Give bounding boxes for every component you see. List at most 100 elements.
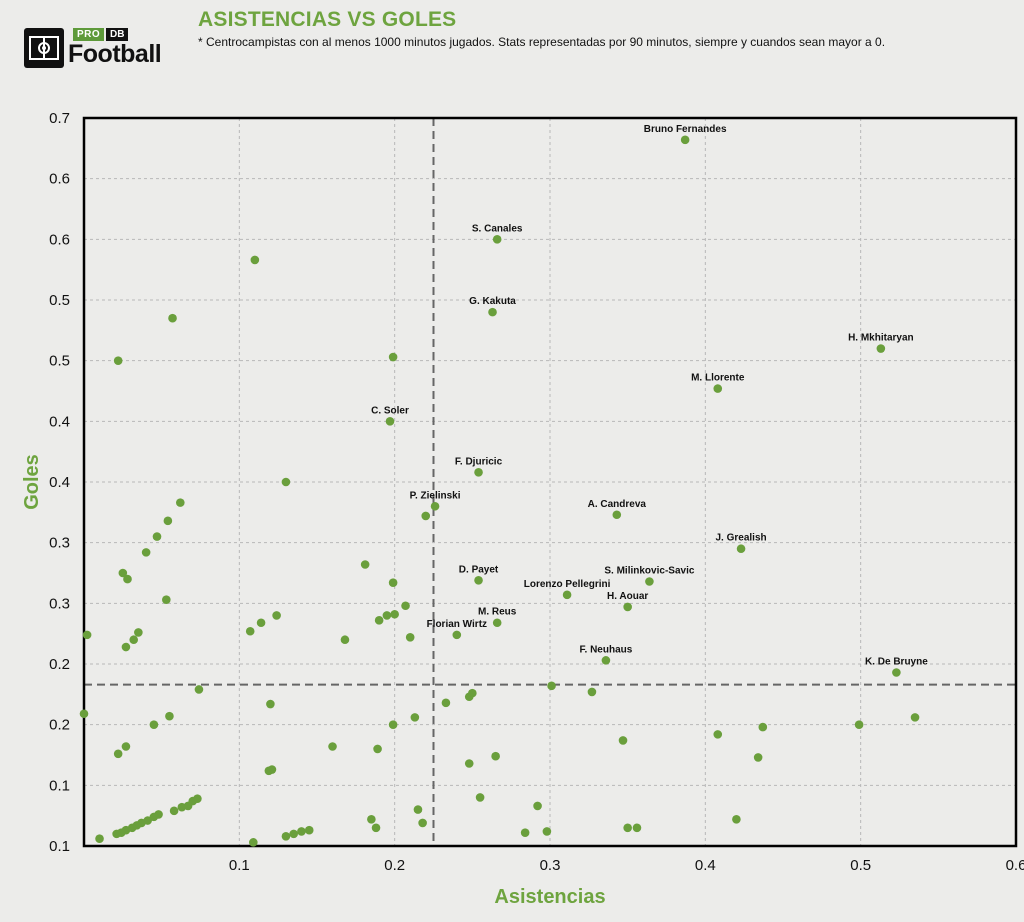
y-tick-label: 0.2: [49, 717, 70, 734]
labeled-scatter-point: [474, 575, 483, 585]
scatter-point: [388, 352, 398, 362]
scatter-point: [129, 635, 139, 645]
labeled-scatter-point: [452, 630, 462, 640]
chart-title: ASISTENCIAS VS GOLES: [198, 8, 457, 31]
point-label: A. Candreva: [588, 499, 647, 510]
scatter-point: [632, 823, 642, 833]
chart-subtitle: * Centrocampistas con al menos 1000 minu…: [198, 35, 886, 49]
x-tick-label: 0.3: [540, 857, 561, 874]
scatter-point: [533, 801, 542, 811]
scatter-point: [289, 829, 299, 839]
labeled-scatter-point: [892, 668, 901, 677]
x-tick-label: 0.2: [384, 857, 405, 874]
x-tick-label: 0.4: [695, 857, 716, 874]
y-tick-label: 0.3: [49, 535, 70, 552]
scatter-point: [95, 834, 104, 844]
scatter-point: [390, 609, 399, 619]
x-tick-label: 0.6: [1006, 857, 1024, 874]
point-label: K. De Bruyne: [865, 656, 928, 667]
labeled-scatter-point: [645, 577, 654, 586]
scatter-point: [373, 744, 382, 754]
scatter-point: [753, 753, 763, 762]
plot-frame: [82, 116, 1018, 848]
y-tick-label: 0.2: [49, 656, 70, 673]
y-tick-label: 0.1: [49, 838, 70, 855]
scatter-point: [194, 685, 204, 694]
scatter-point: [441, 698, 451, 708]
pro-db-football-logo: PRO DB Football: [24, 26, 174, 72]
tick-labels: 0.1 0.2 0.3 0.4 0.5 0.6 0.1 0.1 0.2 0.2 0.3 0.3 0.4 0…: [49, 110, 1024, 874]
point-label: Bruno Fernandes: [644, 124, 727, 135]
scatter-point: [713, 730, 723, 739]
point-labels: Bruno Fernandes S. Canales G. Kakuta H. Mkh…: [371, 124, 928, 668]
scatter-point: [82, 630, 92, 640]
logo-wordmark: Football: [68, 40, 162, 68]
y-tick-label: 0.4: [49, 474, 70, 491]
scatter-point: [413, 805, 423, 814]
logo-pro-badge: PRO: [73, 28, 105, 41]
labeled-scatter-point: [492, 235, 502, 244]
labeled-scatter-point: [385, 417, 395, 426]
scatter-point: [371, 823, 381, 833]
scatter-point: [281, 477, 291, 487]
scatter-point: [854, 720, 864, 729]
point-label: H. Mkhitaryan: [848, 333, 914, 344]
scatter-point: [491, 751, 500, 761]
labeled-scatter-point: [488, 307, 497, 317]
y-tick-label: 0.3: [49, 595, 70, 612]
point-label: F. Djuricic: [455, 456, 503, 467]
scatter-point: [149, 812, 159, 822]
point-label: F. Neuhaus: [580, 644, 633, 655]
scatter-point: [464, 692, 474, 702]
scatter-point: [388, 720, 398, 729]
scatter-point: [79, 709, 89, 719]
scatter-point: [163, 516, 173, 526]
scatter-point: [910, 713, 920, 722]
labeled-scatter-point: [736, 544, 746, 554]
scatter-point: [328, 742, 337, 751]
x-tick-label: 0.5: [850, 857, 871, 874]
scatter-point: [250, 255, 260, 265]
scatter-point: [152, 532, 162, 541]
labeled-scatter-point: [492, 618, 502, 628]
scatter-point: [267, 765, 277, 774]
y-tick-label: 0.6: [49, 231, 70, 248]
scatter-point: [304, 825, 314, 835]
y-tick-label: 0.1: [49, 777, 70, 794]
point-label: C. Soler: [371, 405, 409, 416]
y-axis-title: Goles: [21, 454, 43, 510]
scatter-point: [168, 313, 177, 323]
scatter-point: [475, 793, 485, 802]
scatter-point: [272, 611, 281, 620]
logo-db-badge: DB: [106, 28, 129, 41]
point-label: Lorenzo Pellegrini: [524, 579, 611, 590]
scatter-point: [297, 827, 306, 836]
scatter-point: [587, 687, 597, 697]
scatter-point: [464, 759, 474, 768]
scatter-point: [374, 616, 384, 625]
labeled-scatter-point: [612, 510, 622, 520]
point-label: S. Milinkovic-Savic: [604, 565, 694, 576]
scatter-point: [112, 829, 121, 839]
point-label: M. Reus: [478, 607, 517, 618]
point-label: J. Grealish: [715, 533, 766, 544]
x-tick-label: 0.1: [229, 857, 250, 874]
scatter-point: [405, 633, 415, 642]
labeled-scatter-point: [680, 135, 690, 145]
x-axis-title: Asistencias: [494, 886, 605, 908]
point-label: M. Llorente: [691, 373, 745, 384]
scatter-point: [542, 827, 552, 836]
y-tick-label: 0.7: [49, 110, 70, 127]
scatter-point: [113, 749, 123, 759]
scatter-point: [245, 626, 255, 636]
point-label: Florian Wirtz: [427, 619, 487, 630]
y-tick-label: 0.4: [49, 413, 70, 430]
scatter-point: [118, 568, 128, 578]
labeled-scatter-point: [474, 467, 483, 477]
scatter-point: [266, 699, 275, 709]
scatter-point: [176, 498, 185, 507]
scatter-point: [388, 578, 398, 588]
logo-mark-icon: [24, 28, 64, 68]
scatter-point: [401, 601, 410, 611]
point-label: S. Canales: [472, 223, 523, 234]
